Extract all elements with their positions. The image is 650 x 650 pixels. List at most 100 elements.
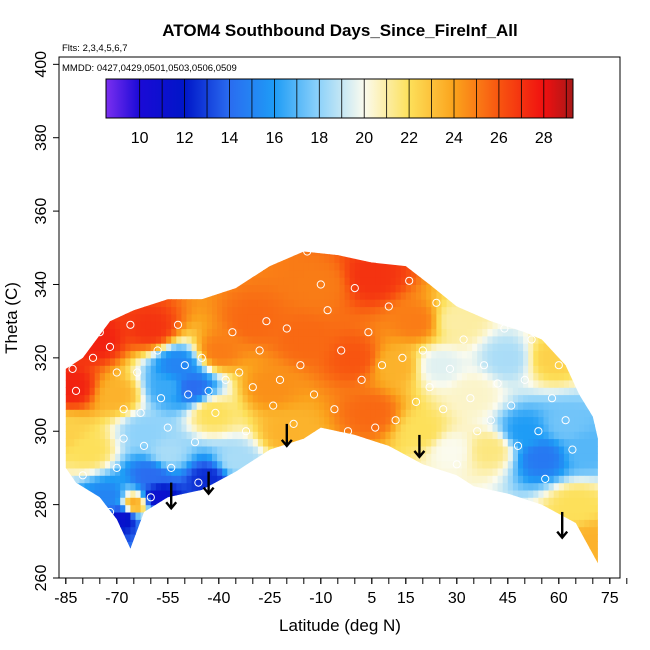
- field-cell: [600, 248, 606, 256]
- field-cell: [467, 526, 473, 535]
- field-cell: [390, 277, 397, 285]
- field-cell: [558, 556, 565, 564]
- field-cell: [405, 394, 412, 403]
- field-cell: [579, 291, 585, 300]
- field-cell: [579, 255, 585, 263]
- field-cell: [507, 255, 514, 263]
- field-cell: [135, 335, 142, 344]
- field-cell: [171, 313, 177, 322]
- field-cell: [344, 262, 351, 271]
- field-cell: [319, 453, 325, 462]
- field-cell: [288, 357, 295, 366]
- field-cell: [145, 387, 152, 396]
- field-cell: [507, 343, 514, 352]
- field-cell: [421, 497, 427, 506]
- field-cell: [349, 269, 356, 278]
- field-cell: [303, 321, 310, 330]
- field-cell: [314, 526, 320, 535]
- field-cell: [472, 350, 478, 359]
- field-cell: [548, 460, 555, 469]
- field-cell: [237, 255, 244, 263]
- sample-point: [126, 320, 135, 329]
- field-cell: [563, 504, 570, 513]
- field-cell: [523, 445, 529, 454]
- field-cell: [145, 379, 152, 388]
- field-cell: [155, 299, 162, 308]
- field-cell: [319, 445, 325, 454]
- field-cell: [558, 328, 565, 337]
- field-cell: [446, 277, 453, 285]
- field-cell: [257, 357, 264, 366]
- field-cell: [492, 556, 499, 564]
- field-cell: [380, 379, 386, 388]
- field-cell: [84, 519, 91, 528]
- field-cell: [181, 445, 188, 454]
- field-cell: [380, 328, 386, 337]
- field-cell: [431, 504, 437, 513]
- field-cell: [365, 328, 371, 337]
- field-cell: [155, 313, 162, 322]
- field-cell: [293, 255, 300, 263]
- field-cell: [553, 328, 560, 337]
- field-cell: [232, 453, 239, 462]
- field-cell: [528, 534, 534, 542]
- field-cell: [457, 563, 463, 571]
- field-cell: [273, 262, 279, 271]
- field-cell: [436, 475, 443, 484]
- field-cell: [375, 306, 381, 315]
- field-cell: [201, 497, 208, 506]
- field-cell: [329, 365, 335, 374]
- field-cell: [431, 321, 437, 330]
- field-cell: [212, 284, 218, 293]
- field-cell: [314, 431, 320, 440]
- field-cell: [538, 335, 545, 344]
- field-cell: [79, 299, 86, 308]
- field-cell: [324, 526, 330, 535]
- field-cell: [232, 467, 239, 476]
- field-cell: [268, 431, 274, 440]
- field-cell: [594, 467, 598, 476]
- field-cell: [431, 365, 437, 374]
- field-cell: [252, 445, 259, 454]
- field-cell: [589, 365, 596, 374]
- field-cell: [278, 416, 284, 425]
- field-cell: [247, 251, 254, 256]
- field-cell: [400, 335, 407, 344]
- field-cell: [359, 526, 366, 535]
- field-cell: [354, 401, 361, 410]
- field-cell: [349, 431, 356, 440]
- field-cell: [553, 475, 560, 484]
- field-cell: [268, 328, 274, 337]
- field-cell: [232, 489, 239, 498]
- field-cell: [553, 556, 560, 564]
- field-cell: [130, 379, 137, 388]
- field-cell: [191, 519, 198, 528]
- field-cell: [446, 409, 453, 418]
- field-cell: [125, 431, 131, 440]
- field-cell: [329, 475, 335, 484]
- field-cell: [482, 526, 488, 535]
- field-cell: [538, 313, 545, 322]
- field-cell: [441, 467, 448, 476]
- field-cell: [477, 504, 483, 513]
- field-cell: [171, 489, 177, 498]
- field-cell: [74, 512, 80, 520]
- field-cell: [487, 482, 494, 491]
- field-cell: [99, 365, 106, 374]
- field-cell: [227, 328, 233, 337]
- field-cell: [288, 497, 295, 506]
- field-cell: [252, 394, 259, 403]
- field-cell: [380, 489, 386, 498]
- field-cell: [201, 512, 208, 520]
- field-cell: [569, 357, 575, 366]
- field-cell: [94, 321, 101, 330]
- field-cell: [324, 328, 330, 337]
- field-cell: [472, 277, 478, 285]
- field-cell: [145, 313, 152, 322]
- field-cell: [436, 409, 443, 418]
- field-cell: [217, 350, 223, 359]
- field-cell: [334, 251, 341, 256]
- field-cell: [324, 416, 330, 425]
- field-cell: [375, 387, 381, 396]
- field-cell: [600, 277, 606, 285]
